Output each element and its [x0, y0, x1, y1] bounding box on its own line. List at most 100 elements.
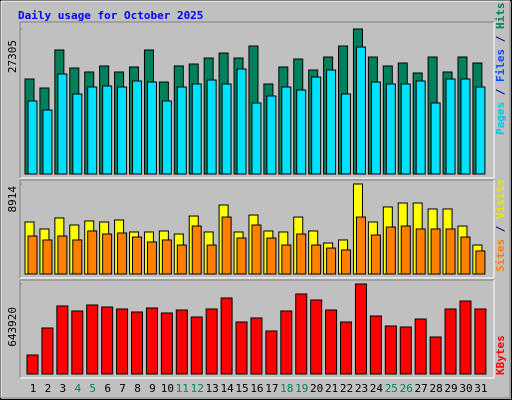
side-label-part: Files — [494, 49, 507, 82]
bar — [42, 109, 53, 175]
bar — [72, 239, 83, 275]
y-tick-label: 27305 — [6, 40, 19, 73]
x-tick-label: 6 — [104, 382, 111, 395]
x-tick-label: 21 — [325, 382, 338, 395]
x-tick-label: 30 — [459, 382, 472, 395]
side-label-part: Hits — [494, 3, 507, 30]
bar — [132, 80, 143, 175]
bar — [251, 102, 262, 175]
x-tick-label: 2 — [45, 382, 52, 395]
bar — [460, 236, 471, 275]
bar — [295, 293, 308, 375]
bar — [206, 244, 217, 275]
bar — [102, 85, 113, 175]
bar — [341, 93, 352, 175]
x-tick-label: 29 — [444, 382, 457, 395]
x-tick-label: 13 — [206, 382, 219, 395]
bar — [384, 325, 397, 375]
bar — [474, 308, 487, 375]
x-tick-label: 18 — [280, 382, 293, 395]
x-tick-label: 10 — [161, 382, 174, 395]
x-tick-label: 24 — [370, 382, 384, 395]
bar — [475, 250, 486, 275]
bar — [161, 100, 172, 175]
x-tick-label: 19 — [295, 382, 308, 395]
x-tick-label: 17 — [265, 382, 278, 395]
x-tick-label: 22 — [340, 382, 353, 395]
bar — [475, 86, 486, 175]
bar — [310, 299, 323, 375]
x-tick-label: 27 — [415, 382, 428, 395]
bar — [311, 244, 322, 275]
bar — [57, 73, 68, 175]
x-tick-label: 15 — [235, 382, 248, 395]
bar — [176, 244, 187, 275]
bar — [385, 83, 396, 175]
side-label-part: / — [494, 29, 507, 49]
bar — [429, 336, 442, 375]
bar — [160, 312, 173, 375]
bar — [281, 86, 292, 175]
side-label-part: Visits — [494, 179, 507, 219]
bar — [220, 297, 233, 375]
bar — [116, 308, 129, 375]
bar — [71, 310, 84, 375]
bar — [56, 305, 69, 375]
x-tick-label: 7 — [119, 382, 126, 395]
bar — [145, 307, 158, 375]
bar — [176, 86, 187, 175]
bar — [354, 283, 367, 375]
side-label: Pages / Files / Hits — [494, 3, 507, 136]
side-label-part: / — [494, 219, 507, 239]
bar — [400, 225, 411, 275]
bar — [369, 315, 382, 375]
bar — [445, 228, 456, 275]
bar — [206, 79, 217, 175]
bar — [250, 317, 263, 375]
y-tick-label: 643920 — [6, 307, 19, 347]
bar — [399, 326, 412, 375]
x-tick-label: 25 — [385, 382, 398, 395]
bar — [27, 235, 38, 275]
bar — [266, 95, 277, 175]
bar — [415, 80, 426, 175]
bar — [161, 239, 172, 275]
x-tick-label: 14 — [220, 382, 234, 395]
bar — [102, 233, 113, 275]
bar — [86, 304, 99, 375]
bar — [87, 230, 98, 275]
bar — [117, 232, 128, 275]
bar — [415, 228, 426, 275]
chart-title: Daily usage for October 2025 — [18, 9, 203, 22]
bar — [445, 78, 456, 175]
bar — [444, 308, 457, 375]
x-tick-label: 3 — [60, 382, 67, 395]
bar — [265, 330, 278, 375]
side-label-part: KBytes — [494, 335, 507, 375]
bar — [132, 236, 143, 275]
bar — [235, 321, 248, 375]
y-tick-label: 8914 — [6, 186, 19, 213]
bar — [236, 68, 247, 175]
x-tick-label: 5 — [89, 382, 96, 395]
side-label-part: Sites — [494, 239, 507, 272]
x-tick-label: 8 — [134, 382, 141, 395]
x-tick-label: 28 — [429, 382, 442, 395]
bar — [296, 233, 307, 275]
bar — [146, 241, 157, 275]
bar — [251, 224, 262, 275]
bar — [341, 249, 352, 275]
side-label-part: Pages — [494, 102, 507, 135]
bar — [370, 81, 381, 175]
bar — [190, 316, 203, 375]
bar — [281, 244, 292, 275]
bar — [414, 318, 427, 375]
bar — [459, 300, 472, 375]
bar — [400, 83, 411, 175]
bar — [221, 83, 232, 175]
bar — [101, 306, 114, 375]
x-tick-label: 16 — [250, 382, 263, 395]
bar — [27, 100, 38, 175]
bar — [205, 308, 218, 375]
